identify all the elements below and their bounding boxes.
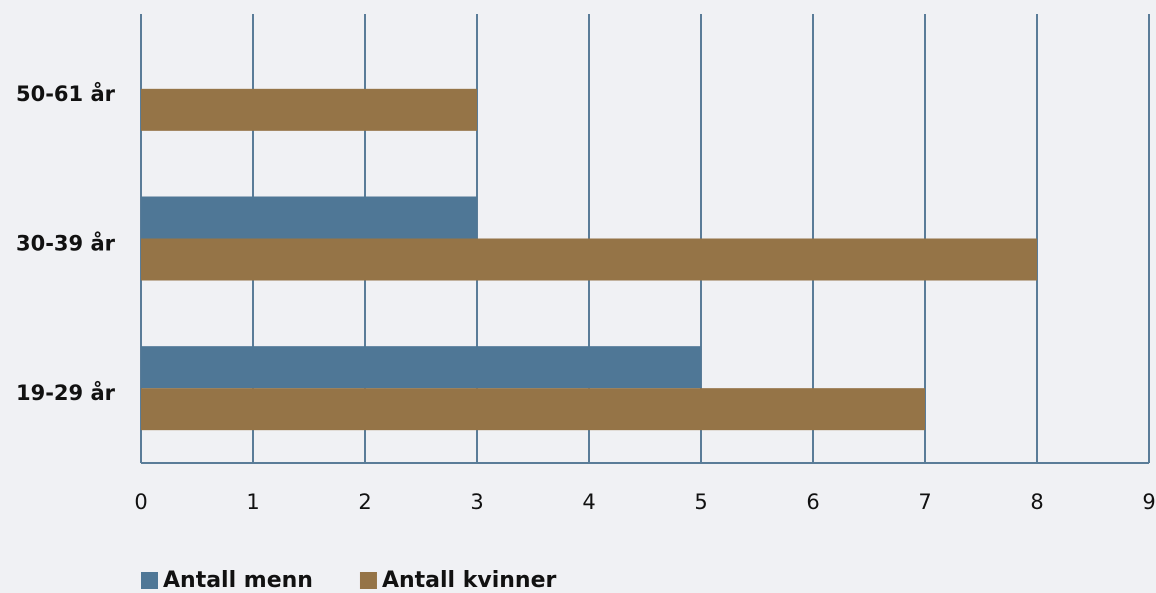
legend-swatch <box>141 572 158 589</box>
bar <box>141 88 477 131</box>
bar <box>141 238 1037 281</box>
bar <box>141 196 477 239</box>
y-tick-label: 19-29 år <box>16 380 116 405</box>
y-tick-label: 50-61 år <box>16 81 116 106</box>
x-tick-label: 2 <box>358 490 371 514</box>
bar <box>141 346 701 389</box>
x-tick-label: 5 <box>694 490 707 514</box>
x-tick-label: 4 <box>582 490 595 514</box>
x-tick-label: 7 <box>918 490 931 514</box>
bar <box>141 388 925 431</box>
x-tick-label: 6 <box>806 490 819 514</box>
legend-swatch <box>359 572 377 589</box>
x-tick-label: 0 <box>134 490 147 514</box>
x-tick-label: 1 <box>246 490 259 514</box>
y-tick-label: 30-39 år <box>16 231 116 256</box>
x-tick-label: 9 <box>1142 490 1155 514</box>
legend-label: Antall menn <box>163 568 313 593</box>
x-tick-label: 3 <box>470 490 483 514</box>
x-tick-label: 8 <box>1030 490 1043 514</box>
legend-label: Antall kvinner <box>382 568 557 593</box>
